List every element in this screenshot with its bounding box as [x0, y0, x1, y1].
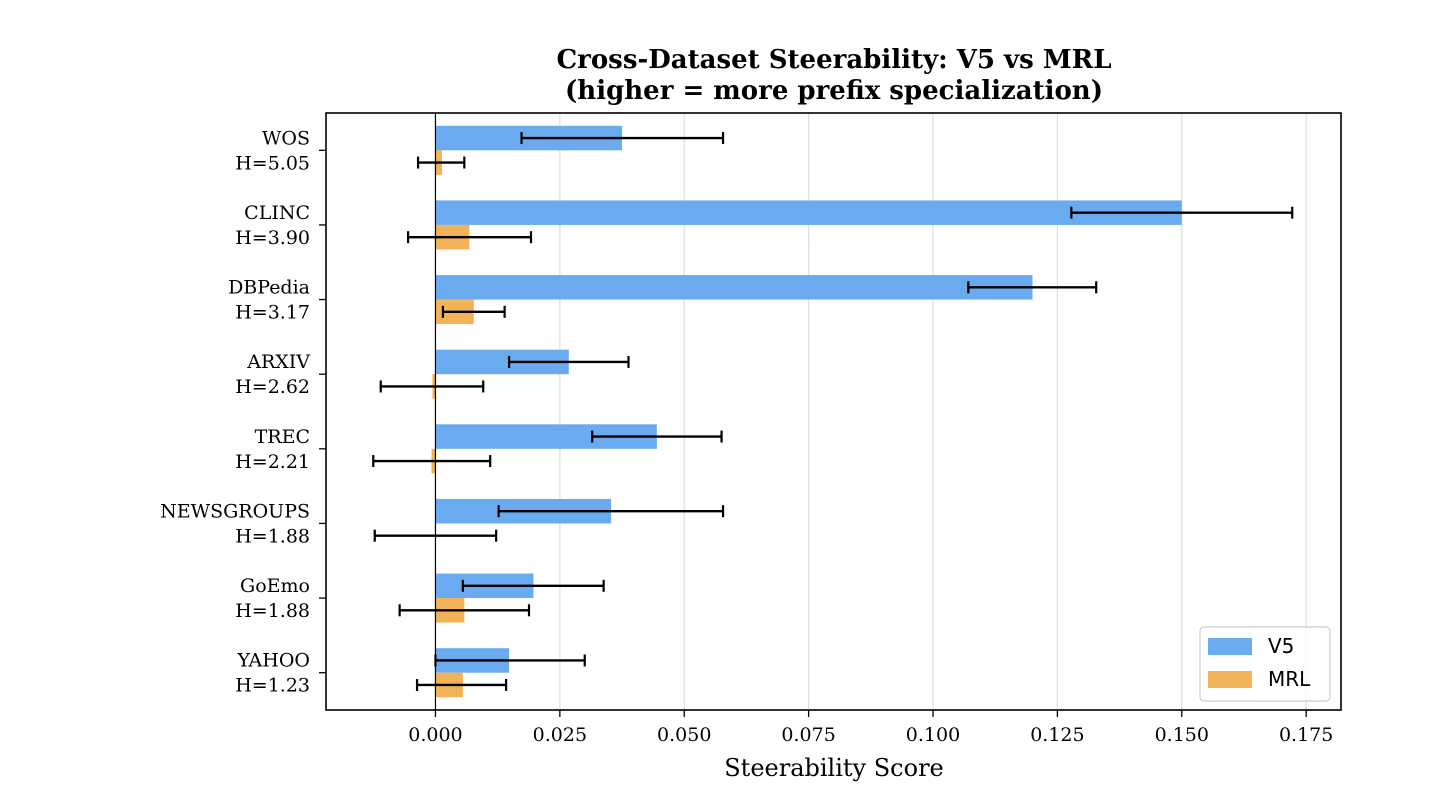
y-tick-label-name: WOS: [262, 127, 310, 149]
x-tick-label: 0.150: [1155, 724, 1209, 746]
y-tick-label-name: ARXIV: [246, 351, 310, 373]
y-tick-label-entropy: H=1.88: [235, 525, 310, 547]
plot-frame: [325, 112, 1342, 711]
x-axis-ticks: 0.000 0.025 0.050 0.075 0.100 0.125 0.150 0.175: [408, 710, 1333, 746]
x-tick-label: 0.025: [533, 724, 587, 746]
chart-title: Cross-Dataset Steerability: V5 vs MRL: [556, 45, 1111, 75]
x-tick-label: 0.075: [781, 724, 835, 746]
y-tick-label-entropy: H=5.05: [235, 152, 310, 174]
legend-swatch-mrl: [1208, 671, 1252, 688]
x-tick-label: 0.000: [408, 724, 462, 746]
x-tick-label: 0.125: [1030, 724, 1084, 746]
y-tick-label-name: TREC: [255, 426, 310, 448]
error-bars-group: [372, 132, 1294, 691]
x-tick-label: 0.175: [1279, 724, 1333, 746]
x-tick-label: 0.050: [657, 724, 711, 746]
x-tick-label: 0.100: [906, 724, 960, 746]
y-tick-label-name: YAHOO: [236, 650, 310, 672]
y-tick-label-entropy: H=2.62: [235, 376, 310, 398]
bar-v5-clinc: [435, 200, 1182, 225]
y-tick-label-entropy: H=2.21: [235, 451, 310, 473]
legend: V5 MRL: [1199, 626, 1331, 702]
legend-swatch-v5: [1208, 638, 1252, 655]
y-tick-label-name: GoEmo: [240, 575, 310, 597]
y-tick-label-entropy: H=1.88: [235, 600, 310, 622]
bars-group: [431, 125, 1182, 698]
legend-label-mrl: MRL: [1268, 667, 1311, 691]
bar-v5-dbpedia: [435, 275, 1033, 300]
y-tick-label-entropy: H=3.17: [235, 302, 310, 324]
y-axis-ticks: WOS H=5.05 CLINC H=3.90 DBPedia H=3.17 ARXIV H=…: [160, 127, 326, 697]
chart-subtitle: (higher = more prefix specialization): [565, 76, 1103, 106]
y-tick-label-name: DBPedia: [228, 277, 310, 299]
legend-label-v5: V5: [1268, 634, 1294, 658]
y-tick-label-name: CLINC: [244, 202, 310, 224]
y-tick-label-entropy: H=1.23: [235, 675, 310, 697]
y-tick-label-entropy: H=3.90: [235, 227, 310, 249]
y-tick-label-name: NEWSGROUPS: [160, 500, 310, 522]
x-axis-label: Steerability Score: [724, 754, 944, 782]
